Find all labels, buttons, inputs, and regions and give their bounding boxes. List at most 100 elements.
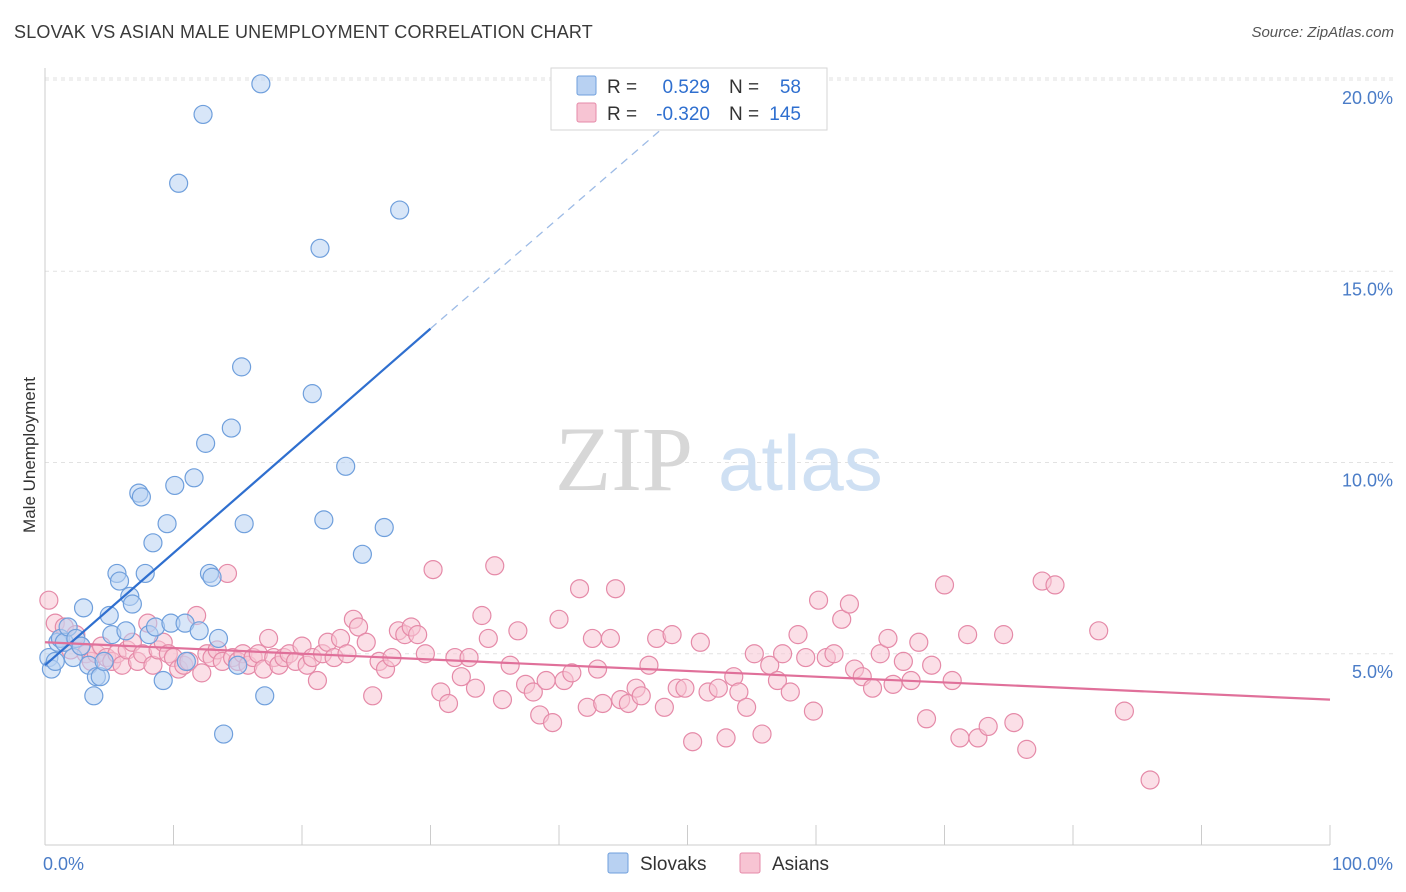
bottom-legend: Slovaks Asians bbox=[607, 852, 829, 875]
asians-point-104 bbox=[662, 625, 682, 645]
asians-point-83 bbox=[523, 682, 543, 702]
asians-point-119 bbox=[772, 644, 793, 664]
asians-point-128 bbox=[839, 594, 860, 614]
asians-point-101 bbox=[639, 655, 659, 675]
asians-point-74 bbox=[459, 647, 479, 668]
slovaks-point-9 bbox=[71, 636, 91, 656]
slovaks-point-43 bbox=[214, 724, 234, 744]
asians-point-92 bbox=[582, 628, 603, 649]
slovaks-point-24 bbox=[131, 487, 151, 507]
slovaks-point-37 bbox=[189, 621, 209, 641]
asians-point-153 bbox=[1140, 770, 1160, 790]
legend: R = 0.529 N = 58 R = -0.320 N = 145 bbox=[550, 67, 828, 131]
legend-box bbox=[550, 67, 828, 131]
asians-point-150 bbox=[1045, 575, 1065, 595]
asians-point-133 bbox=[878, 628, 898, 649]
asians-point-67 bbox=[408, 625, 428, 645]
asians-point-29 bbox=[192, 663, 212, 683]
asians-point-115 bbox=[744, 644, 764, 664]
asians-point-100 bbox=[631, 686, 651, 706]
slovaks-point-32 bbox=[165, 475, 185, 496]
slovaks-point-45 bbox=[228, 655, 248, 675]
asians-point-86 bbox=[542, 712, 563, 733]
watermark-atlas: atlas bbox=[718, 419, 883, 507]
asians-point-142 bbox=[950, 728, 970, 748]
slovaks-point-54 bbox=[352, 544, 372, 564]
asians-point-120 bbox=[780, 682, 800, 702]
asians-point-108 bbox=[690, 632, 710, 652]
legend-n-label-asians: N = bbox=[729, 104, 759, 125]
slovaks-point-27 bbox=[143, 533, 163, 553]
asians-point-60 bbox=[363, 686, 383, 706]
asians-point-94 bbox=[593, 693, 613, 714]
asians-point-111 bbox=[716, 728, 736, 748]
asians-point-56 bbox=[337, 644, 357, 664]
asians-point-152 bbox=[1114, 701, 1135, 721]
asians-point-79 bbox=[492, 690, 513, 710]
slovaks-point-35 bbox=[176, 651, 196, 672]
x-tick-label-max: 100.0% bbox=[1332, 854, 1393, 874]
asians-point-131 bbox=[862, 678, 883, 698]
x-tick-label-min: 0.0% bbox=[43, 854, 84, 874]
slovaks-point-50 bbox=[302, 384, 322, 404]
asians-point-126 bbox=[824, 644, 844, 664]
chart-title: SLOVAK VS ASIAN MALE UNEMPLOYMENT CORREL… bbox=[14, 22, 594, 42]
legend-n-slovaks: 58 bbox=[780, 77, 801, 98]
slovaks-point-16 bbox=[99, 605, 119, 626]
slovaks-point-47 bbox=[234, 514, 254, 534]
slovaks-point-12 bbox=[84, 686, 104, 706]
asians-point-71 bbox=[438, 693, 459, 714]
trend-lines bbox=[44, 106, 1331, 701]
asians-point-121 bbox=[788, 625, 808, 645]
asians-point-147 bbox=[1004, 712, 1024, 733]
slovaks-point-19 bbox=[109, 571, 130, 591]
slovaks-point-10 bbox=[73, 598, 94, 618]
legend-r-slovaks: 0.529 bbox=[662, 77, 710, 98]
slovaks-point-22 bbox=[122, 594, 142, 614]
asians-point-127 bbox=[832, 609, 852, 629]
source-label: Source: ZipAtlas.com bbox=[1251, 24, 1394, 41]
asians-point-110 bbox=[708, 678, 728, 698]
asians-point-145 bbox=[978, 716, 998, 737]
asians-point-81 bbox=[508, 621, 528, 641]
asians-point-113 bbox=[729, 682, 749, 702]
legend-r-label-asians: R = bbox=[607, 104, 637, 125]
slovaks-point-15 bbox=[94, 651, 114, 672]
asians-point-135 bbox=[893, 651, 913, 672]
y-tick-labels: 5.0% 10.0% 15.0% 20.0% bbox=[1342, 88, 1393, 682]
asians-point-143 bbox=[958, 625, 978, 645]
asians-point-137 bbox=[909, 632, 929, 652]
asians-point-141 bbox=[942, 670, 962, 691]
legend-n-asians: 145 bbox=[769, 104, 801, 125]
watermark-zip: ZIP bbox=[555, 408, 693, 510]
bottom-legend-label-slovaks: Slovaks bbox=[640, 854, 707, 875]
asians-point-138 bbox=[916, 709, 937, 729]
asians-point-90 bbox=[569, 579, 590, 599]
bottom-legend-swatch-asians bbox=[739, 852, 761, 874]
asians-point-139 bbox=[922, 655, 942, 675]
slovaks-point-39 bbox=[196, 433, 216, 453]
asians-point-114 bbox=[737, 697, 757, 717]
asians-point-107 bbox=[683, 732, 703, 752]
asians-point-58 bbox=[348, 617, 369, 637]
slovaks-point-56 bbox=[390, 200, 410, 220]
axes bbox=[44, 68, 1331, 846]
asians-point-132 bbox=[870, 644, 890, 664]
watermark: ZIP atlas bbox=[555, 408, 883, 510]
slovaks-points bbox=[39, 74, 410, 744]
asians-point-96 bbox=[605, 579, 626, 599]
asians-point-148 bbox=[1017, 739, 1037, 759]
slovaks-point-2 bbox=[45, 651, 65, 672]
asians-point-87 bbox=[549, 609, 569, 629]
slovaks-point-29 bbox=[153, 670, 173, 691]
asians-point-134 bbox=[883, 674, 903, 694]
slovaks-point-55 bbox=[374, 517, 394, 538]
asians-point-89 bbox=[562, 663, 582, 683]
legend-r-asians: -0.320 bbox=[656, 104, 710, 125]
y-tick-label-20: 20.0% bbox=[1342, 88, 1393, 108]
slovaks-point-36 bbox=[184, 468, 204, 488]
legend-r-label-slovaks: R = bbox=[607, 77, 637, 98]
asians-trend-line bbox=[44, 641, 1331, 701]
legend-n-label-slovaks: N = bbox=[729, 77, 759, 98]
asians-points bbox=[39, 556, 1160, 790]
